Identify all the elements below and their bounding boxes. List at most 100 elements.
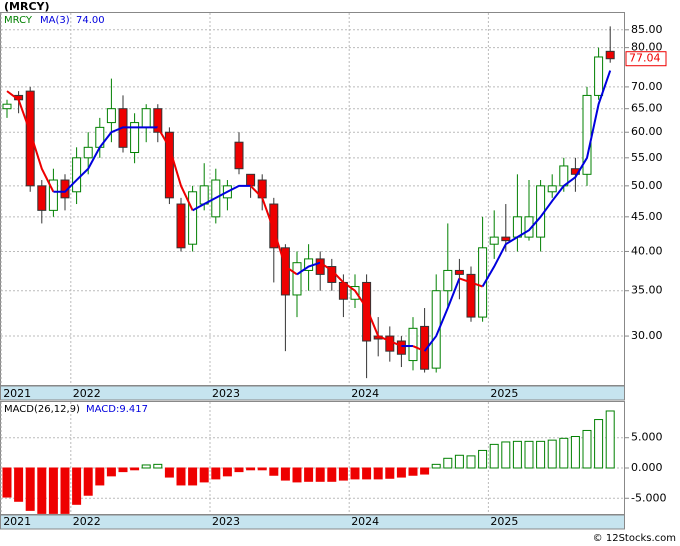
candle-body [512,216,522,238]
x-tick-label: 2022 [73,515,101,528]
y-tick-label: 85.00 [631,23,663,36]
candle-body [246,173,256,187]
macd-bar [396,467,406,478]
ma-line [481,70,612,288]
macd-bar [443,457,453,469]
macd-bar [582,429,592,469]
candle-body [396,340,406,355]
x-tick-label: 2025 [490,515,518,528]
ma-line [156,126,194,211]
ma-line [423,278,461,352]
macd-bar [605,410,615,469]
ma-line [319,261,402,347]
macd-bar [304,467,314,482]
y-tick-label: 5.000 [631,431,663,444]
macd-bar [83,467,93,496]
last-price-box [625,51,667,67]
candle-body [199,185,209,205]
last-price-label: 77.04 [629,52,661,65]
ma-line [53,126,158,193]
macd-bar [48,467,58,514]
macd-bar [315,467,325,482]
candle-body [431,290,441,369]
macd-bar [2,467,12,498]
candle-body [466,273,476,318]
macd-bar [501,441,511,469]
year-strip [0,514,625,530]
candle-body [605,50,615,60]
x-tick-label: 2024 [351,515,379,528]
macd-bar [385,467,395,479]
macd-bar [478,449,488,469]
y-tick-label: 55.00 [631,151,663,164]
x-tick-label: 2021 [3,515,31,528]
x-tick-label: 2022 [73,387,101,400]
chart-title: (MRCY) [4,0,50,13]
macd-bar [106,467,116,477]
candle-body [37,185,47,211]
candle-body [48,179,58,211]
candle-body [547,185,557,193]
candle-body [443,269,453,292]
macd-bar [408,467,418,476]
macd-bar [280,467,290,481]
macd-bar [60,467,70,514]
candle-body [292,262,302,296]
macd-bar [512,440,522,469]
macd-bar [25,467,35,511]
candle-body [25,90,35,187]
y-tick-label: 65.00 [631,102,663,115]
macd-title: MACD(26,12,9) [4,404,80,415]
x-tick-label: 2024 [351,387,379,400]
ma-line [249,185,298,276]
y-tick-label: 35.00 [631,284,663,297]
candle-body [153,108,163,133]
candle-body [501,236,511,242]
macd-bar [257,467,267,471]
macd-bar [559,437,569,469]
macd-bar [570,436,580,469]
y-tick-label: 0.000 [631,461,663,474]
macd-bar [72,467,82,505]
y-tick-label: 70.00 [631,80,663,93]
ma-line [6,90,55,193]
legend-symbol: MRCY [4,15,33,26]
x-tick-label: 2023 [212,387,240,400]
candle-body [362,281,372,342]
macd-bar [199,467,209,483]
candle-body [280,247,290,296]
macd-bar [489,443,499,469]
macd-value: MACD:9.417 [86,404,148,415]
macd-bar [338,467,348,481]
y-tick-label: -5.000 [631,491,666,504]
y-tick-label: 80.00 [631,41,663,54]
candle-body [83,146,93,159]
year-strip [0,385,625,401]
macd-bar [420,467,430,475]
y-tick-label: 45.00 [631,210,663,223]
candle-body [408,327,418,362]
macd-bar [373,467,383,480]
macd-bar [130,467,140,471]
macd-bar [95,467,105,486]
candle-body [106,108,116,124]
candle-body [315,258,325,275]
candle-body [489,236,499,245]
y-tick-label: 50.00 [631,179,663,192]
candle-body [420,325,430,370]
candle-body [141,108,151,128]
macd-bar [176,467,186,486]
legend-ma: MA(3) [40,15,70,26]
candle-body [188,191,198,245]
macd-bar [211,467,221,480]
macd-bar [141,464,151,469]
macd-bar [153,463,163,469]
x-tick-label: 2025 [490,387,518,400]
macd-bar [454,454,464,469]
macd-bar [362,467,372,480]
ma-line [192,184,251,212]
candle-body [2,103,12,110]
ma-line [296,261,321,276]
macd-bar [547,439,557,469]
